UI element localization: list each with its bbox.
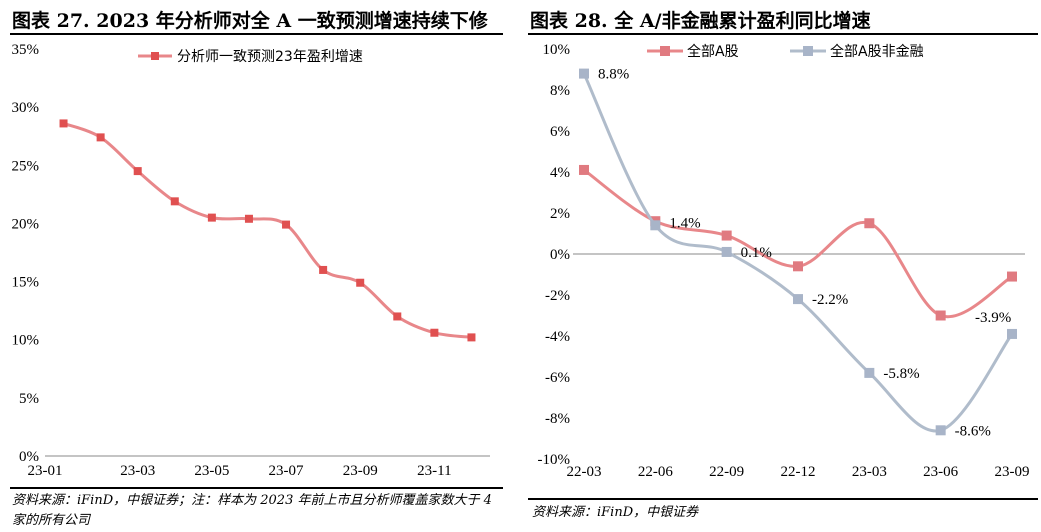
data-point (282, 220, 291, 229)
x-tick-label: 23-03 (120, 463, 155, 479)
y-tick-label: 0% (550, 247, 570, 263)
data-label: 1.4% (669, 215, 700, 231)
data-point (935, 425, 946, 436)
data-point (864, 218, 875, 229)
legend-marker (803, 46, 813, 56)
data-point (1007, 328, 1017, 339)
data-point (650, 220, 661, 231)
data-point (319, 265, 328, 274)
left-title-rule (10, 33, 503, 35)
y-tick-label: 6% (550, 124, 570, 140)
data-point (467, 333, 476, 342)
y-tick-label: 15% (12, 275, 40, 291)
data-point (170, 197, 179, 206)
y-tick-label: -6% (545, 370, 570, 386)
data-point (864, 367, 875, 378)
legend-marker (151, 52, 159, 60)
data-point (935, 310, 946, 321)
y-tick-label: -2% (545, 288, 570, 304)
y-tick-label: 4% (550, 165, 570, 181)
data-label: 0.1% (741, 245, 772, 261)
series-line (63, 122, 472, 339)
right-source-rule (528, 498, 1038, 500)
y-tick-label: 8% (550, 83, 570, 99)
data-point (721, 246, 732, 257)
data-point (579, 164, 589, 175)
data-point (1007, 271, 1017, 282)
y-tick-label: 2% (550, 206, 570, 222)
x-tick-label: 23-11 (417, 463, 451, 479)
x-tick-label: 23-07 (269, 463, 304, 479)
x-tick-label: 23-05 (194, 463, 229, 479)
y-tick-label: 5% (19, 391, 39, 407)
left-chart-title: 图表 27. 2023 年分析师对全 A 一致预测增速持续下修 (12, 10, 488, 32)
data-point (430, 328, 439, 337)
y-tick-label: -10% (538, 452, 571, 468)
data-point (721, 230, 732, 241)
y-tick-label: 20% (12, 216, 40, 232)
data-point (579, 68, 589, 79)
series-line (582, 72, 1014, 433)
y-tick-label: -4% (545, 329, 570, 345)
x-tick-label: 22-06 (638, 464, 673, 480)
legend-label: 分析师一致预测23年盈利增速 (177, 49, 363, 65)
y-tick-label: 35% (12, 42, 40, 58)
legend-label: 全部A股 (687, 43, 739, 60)
data-label: 8.8% (598, 67, 629, 83)
x-tick-label: 23-09 (343, 463, 378, 479)
data-point (133, 167, 142, 176)
y-tick-label: 30% (12, 100, 40, 116)
legend-label: 全部A股非金融 (830, 43, 924, 60)
left-source-note: 资料来源：iFinD，中银证券；注：样本为 2023 年前上市且分析师覆盖家数大… (12, 493, 492, 528)
y-tick-label: 0% (19, 449, 39, 465)
y-tick-label: 10% (543, 42, 571, 58)
x-tick-label: 23-01 (28, 463, 63, 479)
data-label: -8.6% (955, 423, 991, 439)
data-label: -5.8% (883, 366, 919, 382)
left-source-rule (10, 487, 503, 489)
data-point (393, 312, 402, 321)
right-source-note: 资料来源：iFinD，中银证券 (532, 505, 699, 520)
y-tick-label: 10% (12, 333, 40, 349)
data-point (356, 278, 365, 287)
x-tick-label: 22-09 (709, 464, 744, 480)
x-tick-label: 23-03 (852, 464, 887, 480)
legend-marker (660, 46, 670, 56)
x-tick-label: 22-12 (781, 464, 816, 480)
data-point (207, 213, 216, 222)
right-chart-title: 图表 28. 全 A/非金融累计盈利同比增速 (530, 10, 871, 32)
y-tick-label: 25% (12, 158, 40, 174)
data-label: -3.9% (975, 310, 1011, 326)
x-tick-label: 23-09 (995, 464, 1030, 480)
x-tick-label: 22-03 (567, 464, 602, 480)
data-point (793, 261, 803, 272)
data-label: -2.2% (812, 292, 848, 308)
data-point (244, 214, 253, 223)
data-point (96, 133, 105, 142)
data-point (793, 294, 803, 305)
right-title-rule (528, 33, 1038, 35)
data-point (59, 119, 68, 128)
y-tick-label: -8% (545, 411, 570, 427)
x-tick-label: 23-06 (923, 464, 958, 480)
